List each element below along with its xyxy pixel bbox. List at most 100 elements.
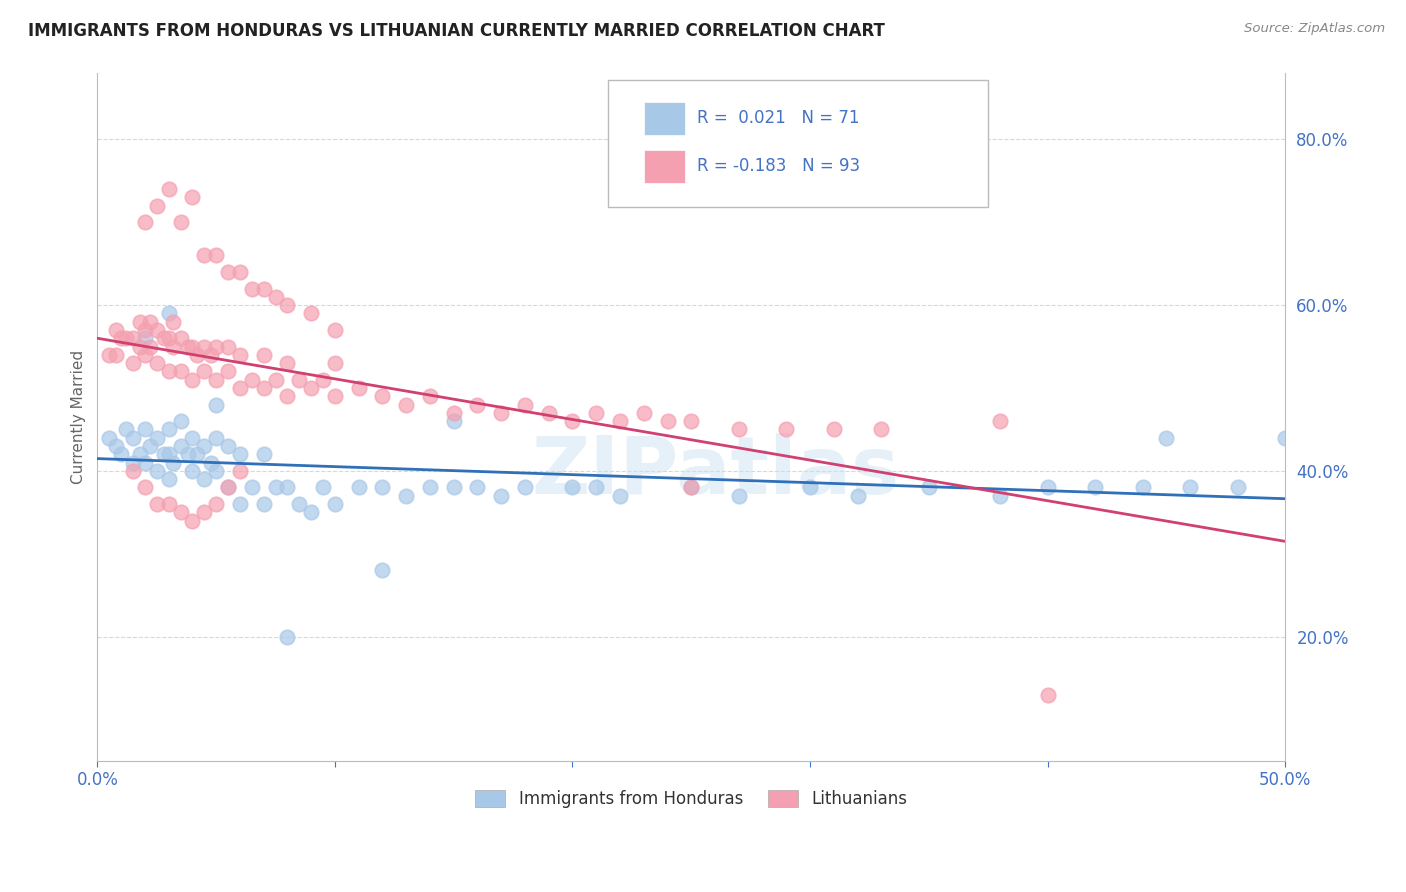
Point	[157, 182, 180, 196]
Point	[799, 481, 821, 495]
Point	[299, 306, 322, 320]
Point	[176, 447, 198, 461]
Point	[193, 439, 215, 453]
Point	[145, 497, 167, 511]
Point	[134, 331, 156, 345]
Point	[1132, 481, 1154, 495]
Point	[1084, 481, 1107, 495]
Point	[253, 348, 276, 362]
Point	[609, 414, 631, 428]
Point	[157, 472, 180, 486]
Point	[193, 340, 215, 354]
Point	[240, 481, 263, 495]
Point	[264, 481, 287, 495]
Point	[153, 447, 176, 461]
Point	[443, 414, 465, 428]
Point	[217, 481, 239, 495]
Point	[489, 489, 512, 503]
Point	[681, 481, 703, 495]
Text: R =  0.021   N = 71: R = 0.021 N = 71	[697, 109, 859, 127]
Point	[193, 505, 215, 519]
Text: Source: ZipAtlas.com: Source: ZipAtlas.com	[1244, 22, 1385, 36]
Point	[181, 431, 204, 445]
Point	[169, 364, 191, 378]
Point	[395, 489, 418, 503]
Point	[276, 389, 298, 403]
Point	[145, 323, 167, 337]
Point	[134, 215, 156, 229]
Point	[134, 323, 156, 337]
Point	[537, 406, 560, 420]
Point	[1156, 431, 1178, 445]
Point	[727, 489, 749, 503]
Point	[122, 456, 145, 470]
Point	[145, 356, 167, 370]
Text: ZIPatlas: ZIPatlas	[531, 434, 900, 511]
Point	[162, 315, 184, 329]
Point	[134, 456, 156, 470]
Point	[105, 323, 128, 337]
Point	[395, 398, 418, 412]
Point	[253, 381, 276, 395]
Point	[162, 456, 184, 470]
Point	[176, 340, 198, 354]
Point	[276, 298, 298, 312]
Point	[181, 464, 204, 478]
Point	[988, 489, 1011, 503]
Point	[181, 373, 204, 387]
Point	[205, 497, 228, 511]
Point	[115, 422, 138, 436]
Point	[193, 364, 215, 378]
Point	[276, 481, 298, 495]
Point	[138, 439, 160, 453]
Point	[229, 497, 252, 511]
Point	[253, 447, 276, 461]
Point	[1226, 481, 1249, 495]
Point	[1180, 481, 1202, 495]
Point	[122, 464, 145, 478]
Point	[253, 281, 276, 295]
Point	[681, 481, 703, 495]
Point	[153, 331, 176, 345]
Point	[205, 464, 228, 478]
Point	[157, 422, 180, 436]
Point	[870, 422, 893, 436]
Point	[513, 398, 536, 412]
Point	[200, 348, 222, 362]
Point	[253, 497, 276, 511]
Point	[145, 464, 167, 478]
Point	[98, 431, 121, 445]
Bar	[644, 102, 685, 135]
Point	[467, 481, 489, 495]
Point	[186, 348, 208, 362]
Point	[1274, 431, 1296, 445]
Point	[181, 514, 204, 528]
Point	[134, 348, 156, 362]
Point	[561, 481, 583, 495]
Point	[145, 431, 167, 445]
Point	[129, 340, 152, 354]
Point	[129, 315, 152, 329]
Point	[988, 414, 1011, 428]
Point	[323, 389, 346, 403]
Point	[138, 315, 160, 329]
Point	[229, 265, 252, 279]
Point	[217, 364, 239, 378]
Point	[205, 248, 228, 262]
Point	[169, 215, 191, 229]
Point	[110, 447, 132, 461]
Point	[288, 373, 311, 387]
Point	[134, 422, 156, 436]
Point	[1036, 481, 1059, 495]
Point	[186, 447, 208, 461]
Point	[229, 464, 252, 478]
Point	[169, 414, 191, 428]
Point	[217, 439, 239, 453]
Point	[193, 472, 215, 486]
Point	[443, 406, 465, 420]
Point	[157, 364, 180, 378]
Point	[585, 481, 607, 495]
Point	[217, 265, 239, 279]
Point	[240, 373, 263, 387]
Point	[312, 373, 335, 387]
